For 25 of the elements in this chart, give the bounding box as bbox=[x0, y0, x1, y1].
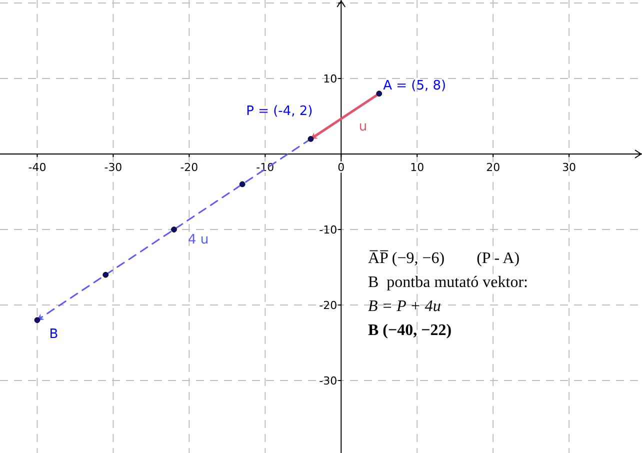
annotation: B = P + 4u⃗ bbox=[368, 298, 454, 315]
annotation: A = (5, 8) bbox=[383, 78, 446, 94]
x-tick-label: -40 bbox=[28, 161, 46, 174]
series-label: 4 u bbox=[188, 232, 209, 248]
x-tick-label: 10 bbox=[410, 161, 424, 174]
point bbox=[308, 136, 314, 142]
series-label: u bbox=[358, 119, 368, 134]
annotation: B pontba mutató vektor: bbox=[368, 274, 528, 291]
point bbox=[376, 90, 382, 97]
annotation: B (−40, −22) bbox=[368, 322, 452, 339]
y-tick-label: -30 bbox=[319, 374, 338, 388]
point bbox=[34, 317, 40, 324]
annotation: A̅P̅ (−9, −6) (P - A) bbox=[368, 249, 520, 267]
x-tick-label: 30 bbox=[562, 161, 576, 174]
x-tick-label: 20 bbox=[486, 161, 500, 174]
point bbox=[239, 181, 246, 188]
y-tick-label: -10 bbox=[319, 224, 338, 237]
point bbox=[171, 226, 177, 232]
annotation: B bbox=[49, 327, 58, 342]
x-tick-label: -20 bbox=[180, 161, 198, 174]
annotation: P = (-4, 2) bbox=[246, 104, 313, 119]
y-tick-label: -20 bbox=[319, 299, 338, 312]
y-tick-label: 10 bbox=[323, 72, 338, 86]
x-tick-label: -30 bbox=[104, 161, 122, 174]
point bbox=[102, 272, 109, 278]
